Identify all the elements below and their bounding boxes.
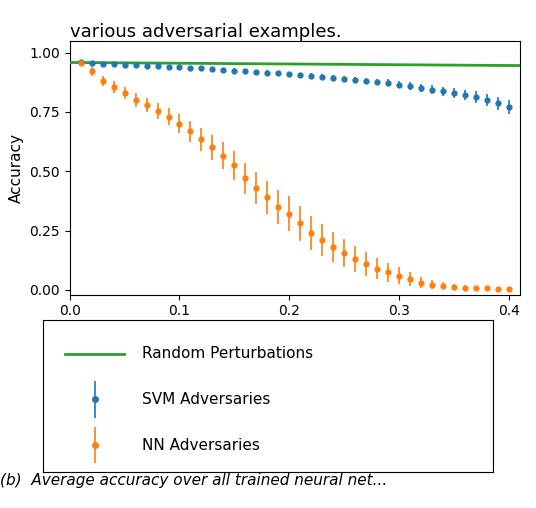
X-axis label: Maximum  $\ell_\infty$  perturbation  ($\epsilon$): Maximum $\ell_\infty$ perturbation ($\ep…	[177, 324, 413, 343]
Text: Random Perturbations: Random Perturbations	[142, 346, 313, 361]
Text: (b)  Average accuracy over all trained neural net...: (b) Average accuracy over all trained ne…	[0, 472, 387, 488]
Text: SVM Adversaries: SVM Adversaries	[142, 392, 270, 407]
Text: NN Adversaries: NN Adversaries	[142, 437, 260, 453]
Text: various adversarial examples.: various adversarial examples.	[70, 23, 341, 41]
Y-axis label: Accuracy: Accuracy	[9, 133, 24, 203]
